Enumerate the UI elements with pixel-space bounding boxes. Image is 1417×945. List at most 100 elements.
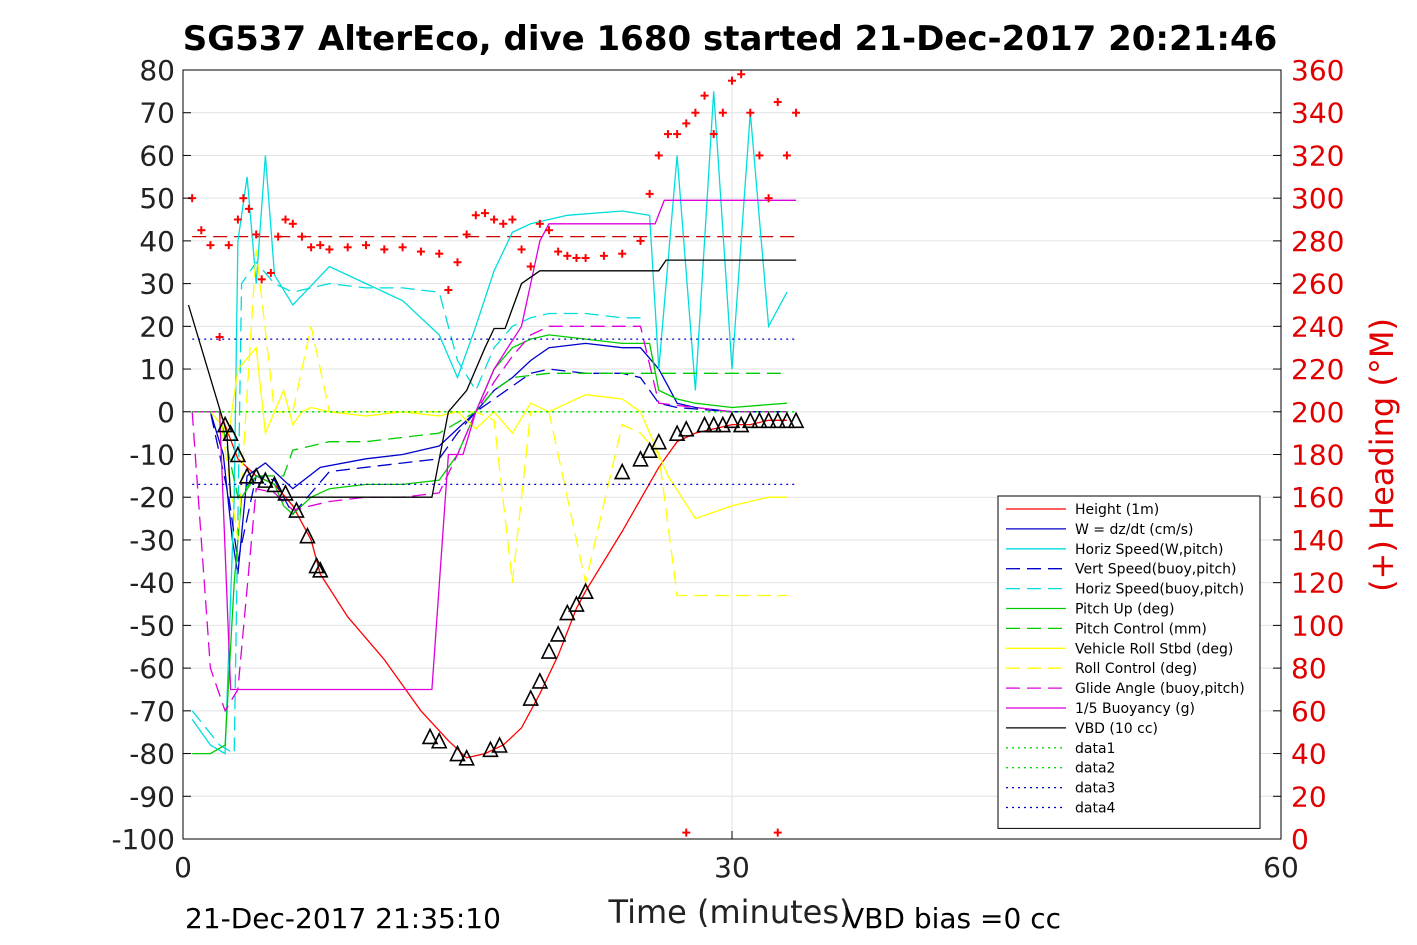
right-tick-label: 60 bbox=[1291, 695, 1327, 728]
heading-point bbox=[444, 286, 453, 295]
right-tick-label: 180 bbox=[1291, 439, 1344, 472]
right-tick-label: 220 bbox=[1291, 353, 1344, 386]
legend-entry: Glide Angle (buoy,pitch) bbox=[1006, 681, 1245, 697]
waypoint-marker bbox=[458, 749, 475, 766]
left-tick-label: 0 bbox=[157, 396, 175, 429]
footer-vbd-bias: VBD bias =0 cc bbox=[845, 902, 1061, 935]
waypoint-marker bbox=[613, 462, 631, 480]
heading-point bbox=[618, 249, 627, 258]
right-tick-label: 0 bbox=[1291, 823, 1309, 856]
waypoint-marker bbox=[641, 441, 658, 459]
heading-point bbox=[274, 232, 283, 241]
heading-point bbox=[233, 215, 242, 224]
heading-point bbox=[343, 243, 352, 252]
right-tick-label: 100 bbox=[1291, 609, 1344, 642]
legend-entry: Height (1m) bbox=[1006, 502, 1159, 518]
waypoint-marker bbox=[742, 411, 759, 429]
heading-point bbox=[252, 230, 261, 239]
footer-timestamp: 21-Dec-2017 21:35:10 bbox=[185, 902, 501, 935]
right-tick-label: 320 bbox=[1291, 139, 1344, 172]
series-line-horiz-speed-buoy-pitch bbox=[191, 261, 641, 755]
x-tick-label: 0 bbox=[174, 851, 192, 884]
heading-point bbox=[453, 258, 462, 267]
heading-point bbox=[416, 247, 425, 256]
legend-label: Vert Speed(buoy,pitch) bbox=[1075, 562, 1237, 578]
right-tick-label: 300 bbox=[1291, 182, 1344, 215]
heading-point bbox=[490, 215, 499, 224]
heading-point bbox=[764, 194, 773, 203]
heading-point bbox=[572, 253, 581, 262]
legend-entry: W = dz/dt (cm/s) bbox=[1006, 522, 1194, 538]
heading-point bbox=[398, 243, 407, 252]
heading-point bbox=[244, 204, 253, 213]
waypoint-marker bbox=[696, 415, 713, 433]
left-tick-label: 60 bbox=[139, 139, 175, 172]
series-line-glide-angle-buoy-pitch bbox=[191, 325, 787, 713]
heading-point bbox=[215, 333, 224, 342]
heading-point bbox=[535, 219, 544, 228]
legend-label: VBD (10 cc) bbox=[1075, 721, 1158, 737]
right-tick-label: 340 bbox=[1291, 97, 1344, 130]
waypoint-marker bbox=[568, 595, 585, 612]
heading-point bbox=[307, 243, 316, 252]
legend-label: W = dz/dt (cm/s) bbox=[1075, 522, 1194, 538]
waypoint-marker bbox=[549, 625, 567, 642]
heading-point bbox=[197, 226, 206, 235]
x-tick-label: 60 bbox=[1263, 851, 1299, 884]
heading-point bbox=[663, 130, 672, 139]
heading-point bbox=[554, 247, 563, 256]
legend-entry: data4 bbox=[1006, 801, 1116, 817]
series-line-pitch-up-deg bbox=[192, 334, 787, 755]
waypoint-marker bbox=[769, 411, 787, 429]
left-tick-label: 20 bbox=[139, 310, 175, 343]
legend-label: data4 bbox=[1075, 801, 1116, 817]
heading-point bbox=[773, 828, 782, 837]
right-tick-label: 120 bbox=[1291, 567, 1344, 600]
x-axis: 0 30 60 bbox=[174, 831, 1299, 884]
waypoint-marker bbox=[723, 411, 741, 429]
legend-entry: Pitch Up (deg) bbox=[1006, 602, 1174, 618]
heading-point bbox=[581, 253, 590, 262]
legend-label: data3 bbox=[1075, 781, 1115, 797]
legend-entry: 1/5 Buoyancy (g) bbox=[1006, 701, 1195, 717]
heading-point bbox=[773, 98, 782, 107]
heading-point bbox=[266, 268, 275, 277]
left-tick-label: 80 bbox=[139, 54, 175, 87]
x-axis-label: Time (minutes) bbox=[608, 893, 852, 931]
heading-point bbox=[206, 241, 215, 250]
right-tick-label: 140 bbox=[1291, 524, 1344, 557]
series-line-vbd-10-cc bbox=[187, 259, 797, 498]
heading-point bbox=[782, 151, 791, 160]
legend-box bbox=[997, 495, 1261, 829]
left-tick-label: -20 bbox=[129, 481, 175, 514]
heading-point bbox=[380, 245, 389, 254]
left-tick-label: -30 bbox=[129, 524, 175, 557]
series-line-roll-control-deg bbox=[192, 249, 787, 597]
left-tick-label: -90 bbox=[129, 780, 175, 813]
right-tick-label: 280 bbox=[1291, 225, 1344, 258]
waypoint-marker bbox=[705, 415, 722, 433]
legend-label: 1/5 Buoyancy (g) bbox=[1075, 701, 1195, 717]
heading-point bbox=[281, 215, 290, 224]
waypoint-marker bbox=[677, 420, 695, 437]
legend-entry: Horiz Speed(buoy,pitch) bbox=[1006, 582, 1244, 598]
heading-point bbox=[645, 189, 654, 198]
heading-point bbox=[499, 219, 508, 228]
legend-label: Glide Angle (buoy,pitch) bbox=[1075, 681, 1245, 697]
legend: Height (1m) W = dz/dt (cm/s) Horiz Speed(W… bbox=[997, 495, 1261, 829]
waypoint-marker bbox=[559, 603, 576, 621]
legend-label: Vehicle Roll Stbd (deg) bbox=[1075, 641, 1233, 657]
heading-point bbox=[224, 241, 233, 250]
legend-label: data2 bbox=[1075, 761, 1115, 777]
legend-label: Roll Control (deg) bbox=[1075, 661, 1197, 677]
heading-point bbox=[480, 209, 489, 218]
legend-entry: data1 bbox=[1006, 741, 1115, 757]
heading-point bbox=[691, 108, 700, 117]
heading-point bbox=[508, 215, 517, 224]
left-tick-label: 70 bbox=[139, 97, 175, 130]
heading-point bbox=[654, 151, 663, 160]
legend-label: data1 bbox=[1075, 741, 1115, 757]
heading-point bbox=[737, 70, 746, 79]
heading-point bbox=[563, 251, 572, 260]
